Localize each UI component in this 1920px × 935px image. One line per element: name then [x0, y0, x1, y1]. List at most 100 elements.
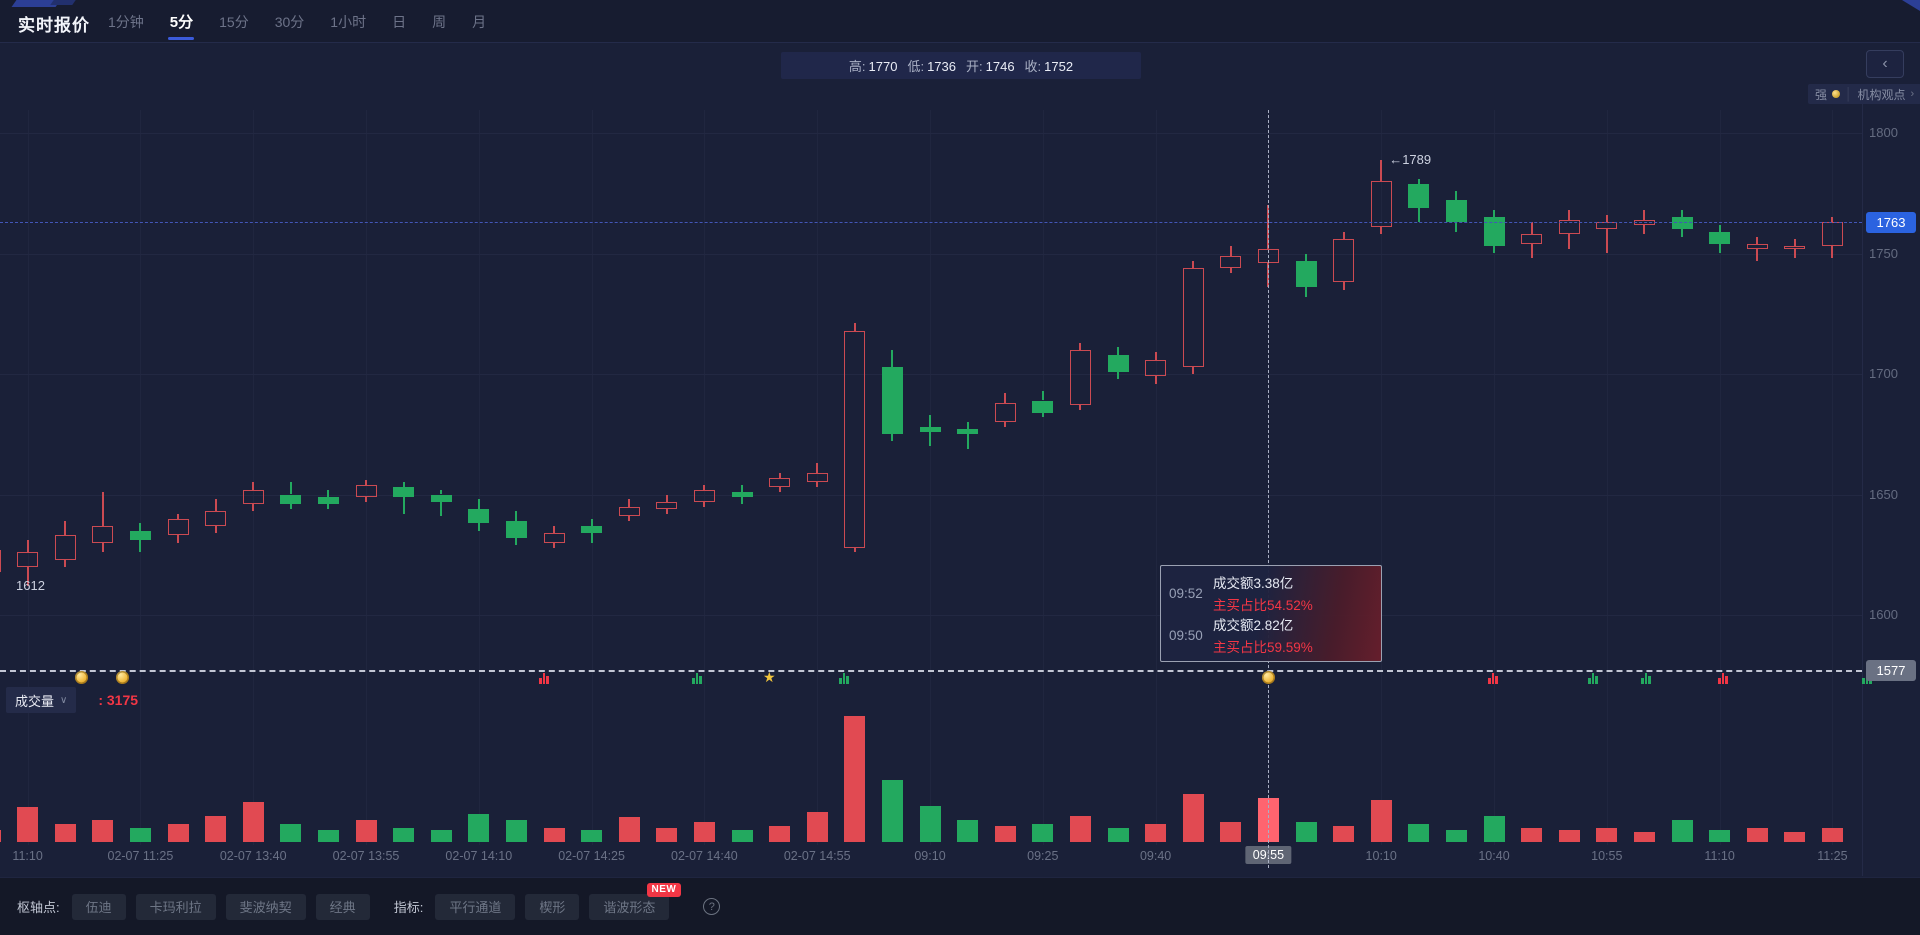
candle-11:20[interactable]: [1784, 246, 1806, 249]
volume-bar-10:30[interactable]: [1408, 824, 1430, 842]
volume-bar-14:30[interactable]: [618, 817, 640, 842]
volume-bar-14:55[interactable]: [806, 812, 828, 842]
candle-09:30[interactable]: [1069, 349, 1091, 406]
candle-10:10[interactable]: [1370, 181, 1392, 227]
tab-interval-1分钟[interactable]: 1分钟: [108, 13, 144, 30]
candle-09:40[interactable]: [1145, 359, 1167, 377]
candle-14:55[interactable]: [806, 472, 828, 483]
volume-bar-13:55[interactable]: [355, 819, 377, 842]
red-bars-marker-icon[interactable]: [539, 671, 549, 684]
candle-14:10[interactable]: [468, 508, 490, 524]
volume-bar-13:50[interactable]: [317, 829, 339, 842]
candle-13:35[interactable]: [205, 511, 227, 526]
volume-bar-14:15[interactable]: [505, 819, 527, 842]
volume-bar-11:15[interactable]: [1746, 827, 1768, 842]
tab-interval-1小时[interactable]: 1小时: [330, 13, 367, 30]
tab-interval-日[interactable]: 日: [392, 13, 407, 30]
candle-14:05[interactable]: [430, 494, 452, 502]
toolbar-button-楔形[interactable]: 楔形: [525, 893, 580, 920]
volume-bar-10:10[interactable]: [1370, 799, 1392, 842]
candle-10:55[interactable]: [1596, 222, 1618, 230]
candle-10:50[interactable]: [1558, 219, 1580, 235]
toolbar-button-经典[interactable]: 经典: [315, 893, 370, 920]
candle-09:50[interactable]: [1220, 255, 1242, 268]
toolbar-button-卡玛利拉[interactable]: 卡玛利拉: [135, 893, 216, 920]
volume-bar-09:50[interactable]: [1220, 822, 1242, 842]
volume-bar-10:40[interactable]: [1483, 816, 1505, 842]
volume-bar-09:45[interactable]: [1182, 794, 1204, 842]
volume-bar-11:05[interactable]: [1671, 819, 1693, 842]
volume-bar-14:05[interactable]: [430, 829, 452, 842]
gold-coin-marker-icon[interactable]: [75, 671, 88, 684]
candle-14:45[interactable]: [731, 492, 753, 497]
volume-bar-11:15[interactable]: [54, 824, 76, 842]
candle-09:25[interactable]: [1032, 400, 1054, 413]
volume-bar-11:00[interactable]: [1633, 832, 1655, 842]
volume-bar-14:10[interactable]: [468, 814, 490, 842]
volume-bar-09:15[interactable]: [957, 819, 979, 842]
volume-bar-11:20[interactable]: [92, 819, 114, 842]
candle-14:20[interactable]: [543, 533, 565, 543]
candle-14:15[interactable]: [505, 521, 527, 538]
volume-bar-10:35[interactable]: [1445, 829, 1467, 842]
volume-bar-13:45[interactable]: [280, 824, 302, 842]
tab-interval-周[interactable]: 周: [432, 13, 447, 30]
candle-14:40[interactable]: [693, 489, 715, 502]
help-icon[interactable]: ?: [703, 898, 721, 915]
volume-bar-14:45[interactable]: [731, 829, 753, 842]
green-bars-marker-icon[interactable]: [1641, 671, 1651, 684]
red-bars-marker-icon[interactable]: [1718, 671, 1728, 684]
candle-09:15[interactable]: [957, 429, 979, 435]
volume-bar-10:45[interactable]: [1521, 827, 1543, 842]
tab-interval-5分[interactable]: 5分: [170, 0, 193, 44]
institution-view-pill[interactable]: 强 │ 机构观点 ›: [1808, 84, 1920, 104]
candle-11:25[interactable]: [1821, 222, 1843, 247]
volume-bar-09:40[interactable]: [1145, 824, 1167, 842]
volume-bar-13:30[interactable]: [167, 824, 189, 842]
red-bars-marker-icon[interactable]: [1488, 671, 1498, 684]
candle-13:45[interactable]: [280, 494, 302, 505]
volume-bar-14:00[interactable]: [393, 827, 415, 842]
toolbar-button-谐波形态[interactable]: 谐波形态 NEW: [589, 882, 682, 920]
volume-bar-11:05[interactable]: [0, 829, 1, 842]
candle-10:30[interactable]: [1408, 183, 1430, 208]
candle-11:25[interactable]: [129, 530, 151, 541]
volume-bar-14:40[interactable]: [693, 822, 715, 842]
volume-bar-13:40[interactable]: [242, 802, 264, 842]
candle-13:55[interactable]: [355, 484, 377, 497]
volume-bar-10:05[interactable]: [1333, 826, 1355, 842]
candle-11:10[interactable]: [17, 552, 39, 567]
toolbar-button-平行通道[interactable]: 平行通道: [435, 893, 516, 920]
candle-14:25[interactable]: [581, 525, 603, 534]
candle-13:40[interactable]: [242, 489, 264, 505]
volume-bar-11:25[interactable]: [129, 827, 151, 842]
volume-bar-11:25[interactable]: [1821, 827, 1843, 842]
candle-09:35[interactable]: [1107, 354, 1129, 372]
toolbar-button-伍迪[interactable]: 伍迪: [71, 893, 126, 920]
green-bars-marker-icon[interactable]: [1588, 671, 1598, 684]
volume-bar-09:05[interactable]: [881, 779, 903, 842]
candle-11:05[interactable]: [0, 549, 1, 572]
tab-interval-月[interactable]: 月: [472, 13, 487, 30]
candle-14:30[interactable]: [618, 506, 640, 517]
volume-bar-13:35[interactable]: [205, 816, 227, 842]
candle-13:50[interactable]: [317, 496, 339, 505]
volume-bar-09:00[interactable]: [844, 716, 866, 842]
volume-bar-10:50[interactable]: [1558, 829, 1580, 842]
volume-bar-14:25[interactable]: [581, 829, 603, 842]
candle-09:10[interactable]: [919, 427, 941, 432]
candle-11:10[interactable]: [1709, 231, 1731, 244]
volume-bar-09:10[interactable]: [919, 806, 941, 842]
candle-10:35[interactable]: [1445, 200, 1467, 223]
candle-09:00[interactable]: [844, 330, 866, 548]
candle-10:00[interactable]: [1295, 260, 1317, 288]
volume-bar-09:25[interactable]: [1032, 824, 1054, 842]
gold-coin-marker-icon[interactable]: [1262, 671, 1275, 684]
toolbar-button-斐波纳契[interactable]: 斐波纳契: [225, 893, 306, 920]
volume-bar-10:00[interactable]: [1295, 822, 1317, 842]
candle-09:05[interactable]: [881, 366, 903, 435]
green-bars-marker-icon[interactable]: [692, 671, 702, 684]
volume-bar-11:20[interactable]: [1784, 832, 1806, 842]
volume-indicator-dropdown[interactable]: 成交量 ∨: [6, 687, 77, 713]
volume-bar-14:20[interactable]: [543, 827, 565, 842]
